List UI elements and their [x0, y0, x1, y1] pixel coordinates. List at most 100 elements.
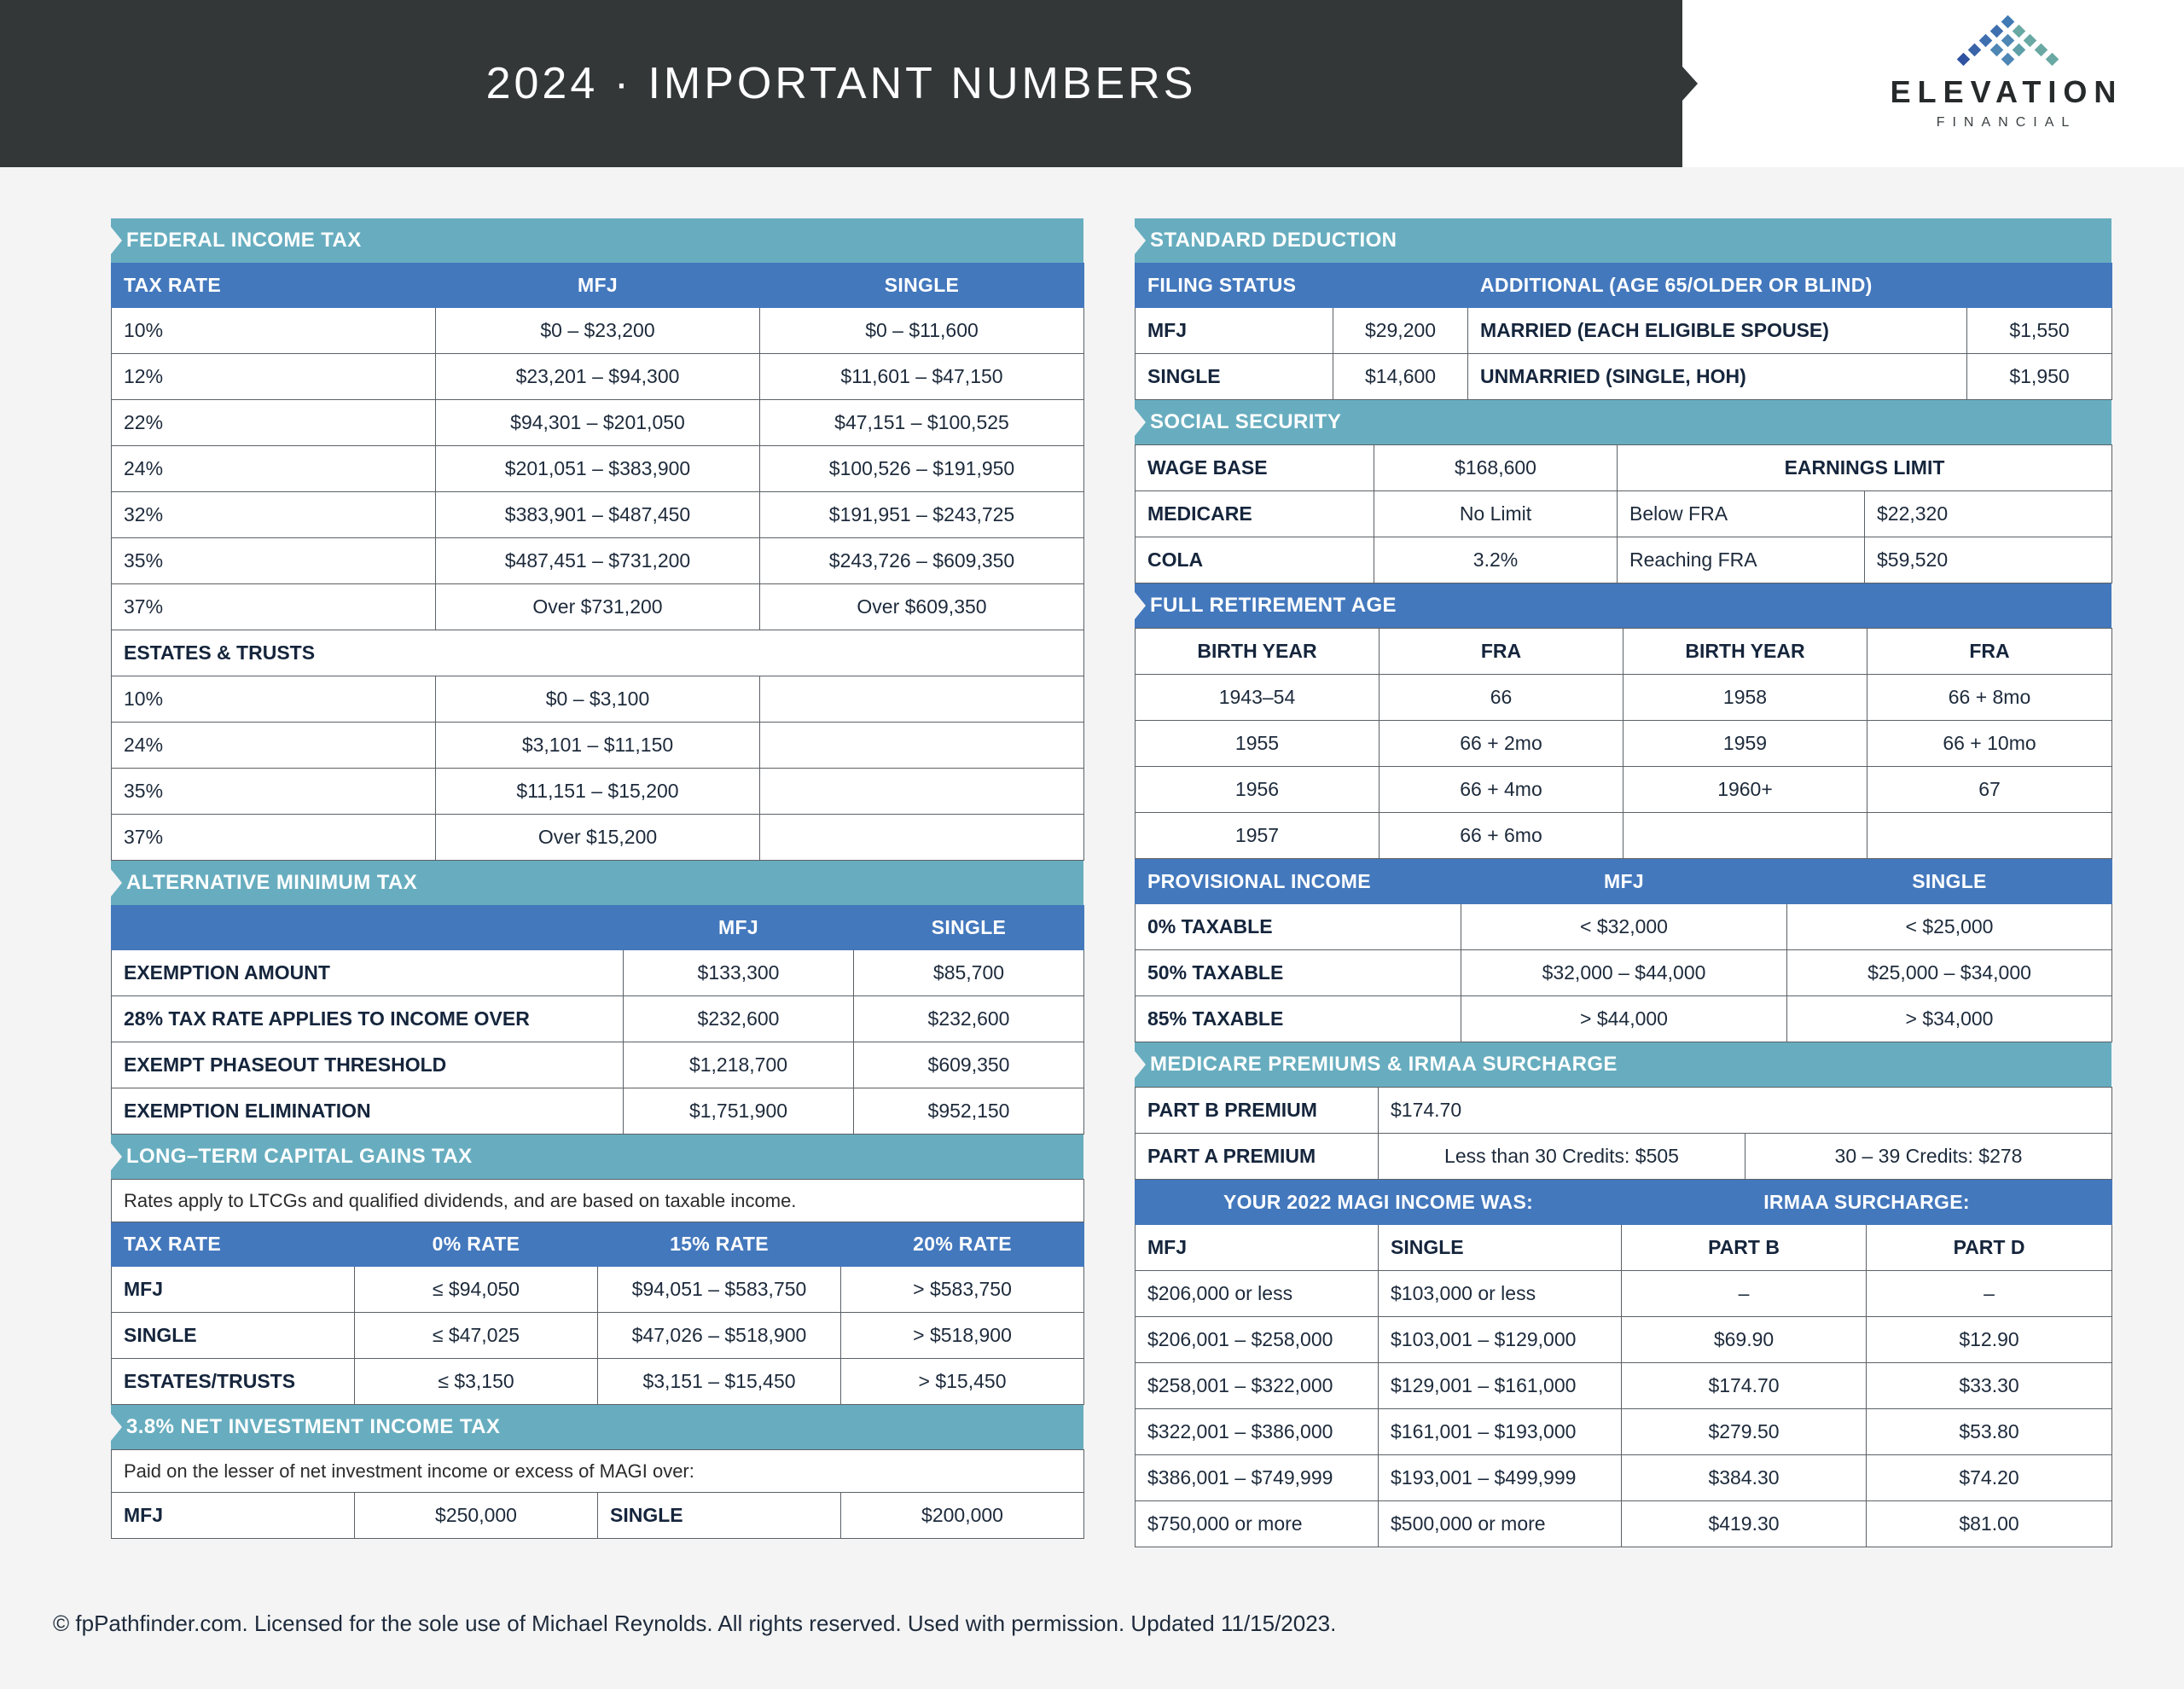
section-title: LONG–TERM CAPITAL GAINS TAX [126, 1145, 473, 1168]
cell-single: $243,726 – $609,350 [759, 537, 1084, 584]
cell-single: $952,150 [853, 1088, 1084, 1135]
cell-mfj: $487,451 – $731,200 [435, 537, 760, 584]
section-header-standard-deduction: STANDARD DEDUCTION [1135, 218, 2111, 263]
cell-rate20: > $15,450 [839, 1358, 1085, 1405]
cell-fra: 66 + 4mo [1379, 766, 1623, 813]
subsection-estates-trusts: ESTATES & TRUSTS [111, 630, 1084, 676]
col-header-single: SINGLE [759, 263, 1084, 308]
table-row: 37% Over $731,200 Over $609,350 [111, 583, 1084, 630]
table-row: 35% $487,451 – $731,200 $243,726 – $609,… [111, 537, 1084, 584]
cell-label: EXEMPT PHASEOUT THRESHOLD [111, 1042, 624, 1088]
cell-mfj: $1,218,700 [623, 1042, 854, 1088]
cell-rate: 22% [111, 399, 436, 446]
table-row: 37% Over $15,200 [111, 814, 1084, 861]
section-header-full-retirement-age: FULL RETIREMENT AGE [1135, 583, 2111, 628]
cell-blank [759, 676, 1084, 723]
table-row-header: PROVISIONAL INCOME MFJ SINGLE [1135, 859, 2112, 904]
cell-rate: 10% [111, 676, 436, 723]
cell-wage-base-value: $168,600 [1374, 444, 1618, 491]
cell-label: 28% TAX RATE APPLIES TO INCOME OVER [111, 995, 624, 1042]
section-header-social-security: SOCIAL SECURITY [1135, 400, 2111, 444]
cell-additional-value: $1,550 [1966, 307, 2113, 354]
section-title: 3.8% NET INVESTMENT INCOME TAX [126, 1415, 501, 1438]
table-row: 10% $0 – $23,200 $0 – $11,600 [111, 307, 1084, 354]
section-header-medicare-premiums-irmaa: MEDICARE PREMIUMS & IRMAA SURCHARGE [1135, 1042, 2111, 1087]
table-row-note: Paid on the lesser of net investment inc… [111, 1449, 1084, 1493]
cell-mfj: Over $731,200 [435, 583, 760, 630]
cell-fra-2: 67 [1867, 766, 2112, 813]
cell-rate: 24% [111, 722, 436, 769]
cell-single: Over $609,350 [759, 583, 1084, 630]
col-header-mfj: MFJ [1461, 859, 1787, 904]
cell-range: $3,101 – $11,150 [435, 722, 760, 769]
cell-part-b: $384.30 [1621, 1454, 1867, 1501]
col-header-tax-rate: TAX RATE [111, 1222, 355, 1267]
cell-rate: 35% [111, 537, 436, 584]
cell-mfj: $0 – $23,200 [435, 307, 760, 354]
cell-single: $103,001 – $129,000 [1377, 1316, 1623, 1363]
cell-filing-status: MFJ [1135, 307, 1333, 354]
table-net-investment-income-tax: Paid on the lesser of net investment inc… [111, 1449, 1084, 1539]
cell-rate20: > $583,750 [839, 1266, 1085, 1313]
cell-mfj: $386,001 – $749,999 [1135, 1454, 1379, 1501]
table-row-group-header: YOUR 2022 MAGI INCOME WAS: IRMAA SURCHAR… [1134, 1180, 2113, 1225]
cell-mfj: > $44,000 [1461, 995, 1787, 1042]
cell-label: 50% TAXABLE [1135, 949, 1461, 996]
table-row: EXEMPTION ELIMINATION $1,751,900 $952,15… [111, 1088, 1084, 1135]
table-row: $386,001 – $749,999 $193,001 – $499,999 … [1135, 1454, 2113, 1501]
col-header-mfj: MFJ [623, 905, 854, 950]
section-header-federal-income-tax: FEDERAL INCOME TAX [111, 218, 1083, 263]
section-title: SOCIAL SECURITY [1150, 410, 1342, 433]
section-title: FEDERAL INCOME TAX [126, 229, 362, 252]
page-title: 2024 · IMPORTANT NUMBERS [485, 59, 1197, 108]
table-row-note: Rates apply to LTCGs and qualified divid… [110, 1179, 1085, 1222]
table-standard-deduction: FILING STATUS ADDITIONAL (AGE 65/OLDER O… [1134, 263, 2113, 400]
table-row-header: TAX RATE 0% RATE 15% RATE 20% RATE [111, 1222, 1085, 1267]
cell-blank [759, 722, 1084, 769]
cell-fra-2: 66 + 8mo [1867, 674, 2112, 721]
cell-mfj: $32,000 – $44,000 [1461, 949, 1787, 996]
cell-part-b: $279.50 [1621, 1408, 1867, 1455]
table-row: SINGLE $14,600 UNMARRIED (SINGLE, HOH) $… [1135, 353, 2113, 400]
cell-additional-label: UNMARRIED (SINGLE, HOH) [1467, 353, 1968, 400]
logo-tagline: FINANCIAL [1936, 115, 2077, 130]
cell-rate15: $47,026 – $518,900 [597, 1312, 841, 1359]
table-row-header: FILING STATUS ADDITIONAL (AGE 65/OLDER O… [1134, 263, 2113, 308]
cell-mfj: $322,001 – $386,000 [1135, 1408, 1379, 1455]
cell-rate15: $94,051 – $583,750 [597, 1266, 841, 1313]
section-title: FULL RETIREMENT AGE [1150, 594, 1397, 617]
cell-single: $47,151 – $100,525 [759, 399, 1084, 446]
table-row: 28% TAX RATE APPLIES TO INCOME OVER $232… [111, 995, 1084, 1042]
table-row: $750,000 or more $500,000 or more $419.3… [1135, 1500, 2113, 1547]
section-title: MEDICARE PREMIUMS & IRMAA SURCHARGE [1150, 1053, 1618, 1076]
col-header-part-d: PART D [1866, 1224, 2113, 1271]
cell-wage-base-label: WAGE BASE [1135, 444, 1374, 491]
table-row-header: TAX RATE MFJ SINGLE [111, 263, 1084, 308]
cell-range: Over $15,200 [435, 814, 760, 861]
cell-birth-year: 1943–54 [1135, 674, 1380, 721]
col-header-fra: FRA [1379, 628, 1623, 675]
cell-fra: 66 [1379, 674, 1623, 721]
section-header-long-term-capital-gains-tax: LONG–TERM CAPITAL GAINS TAX [111, 1135, 1083, 1179]
table-provisional-income: PROVISIONAL INCOME MFJ SINGLE 0% TAXABLE… [1135, 859, 2112, 1042]
cell-single: $100,526 – $191,950 [759, 445, 1084, 492]
table-row: $258,001 – $322,000 $129,001 – $161,000 … [1135, 1362, 2113, 1409]
table-row: 12% $23,201 – $94,300 $11,601 – $47,150 [111, 353, 1084, 400]
cell-fra-label: Below FRA [1617, 490, 1865, 537]
cell-mfj: $258,001 – $322,000 [1135, 1362, 1379, 1409]
cell-mfj: $383,901 – $487,450 [435, 491, 760, 538]
table-row: 24% $3,101 – $11,150 [111, 722, 1084, 769]
col-header-mfj: MFJ [1135, 1224, 1379, 1271]
cell-fra-label: Reaching FRA [1617, 537, 1865, 583]
cell-rate: 37% [111, 814, 436, 861]
cell-rate: 10% [111, 307, 436, 354]
col-header-tax-rate: TAX RATE [111, 263, 436, 308]
table-alternative-minimum-tax: MFJ SINGLE EXEMPTION AMOUNT $133,300 $85… [111, 905, 1084, 1135]
table-row: $206,001 – $258,000 $103,001 – $129,000 … [1135, 1316, 2113, 1363]
cell-single: < $25,000 [1786, 903, 2112, 950]
cell-mfj: $1,751,900 [623, 1088, 854, 1135]
section-title: ALTERNATIVE MINIMUM TAX [126, 871, 418, 894]
col-header-fra-2: FRA [1867, 628, 2112, 675]
table-row: PART A PREMIUM Less than 30 Credits: $50… [1135, 1133, 2113, 1180]
cell-single: $0 – $11,600 [759, 307, 1084, 354]
